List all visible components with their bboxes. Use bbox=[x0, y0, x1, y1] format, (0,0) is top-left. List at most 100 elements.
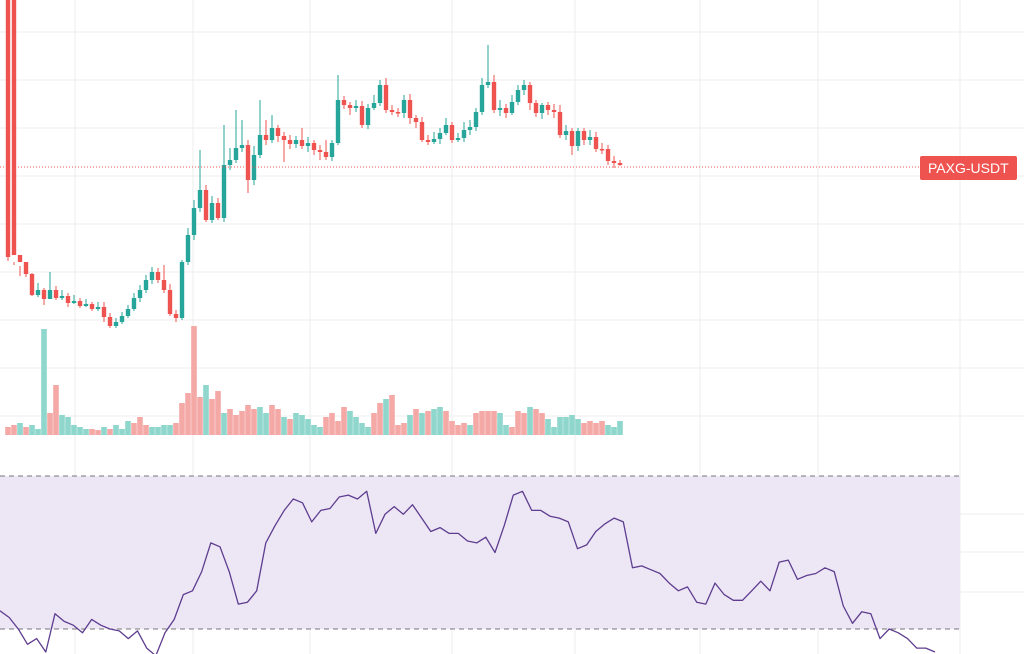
candle bbox=[263, 120, 269, 145]
volume-bar bbox=[395, 425, 401, 435]
candle-body bbox=[299, 140, 305, 146]
candle-body bbox=[113, 322, 119, 326]
candle bbox=[539, 103, 545, 119]
candle bbox=[179, 260, 185, 320]
volume-bar bbox=[311, 425, 317, 435]
candle-body bbox=[41, 290, 47, 299]
volume-bar bbox=[131, 423, 137, 435]
candle bbox=[251, 146, 257, 185]
candle-body bbox=[485, 82, 491, 85]
candle bbox=[569, 128, 575, 155]
volume-bar bbox=[497, 413, 503, 435]
volume-bar bbox=[455, 425, 461, 435]
candle-body bbox=[323, 152, 329, 157]
candle-body bbox=[17, 255, 23, 262]
candle-body bbox=[179, 262, 185, 318]
volume-bar bbox=[35, 429, 41, 435]
candle bbox=[353, 100, 359, 112]
candle bbox=[443, 118, 449, 135]
candle bbox=[323, 140, 329, 160]
candle bbox=[173, 310, 179, 322]
candle bbox=[461, 122, 467, 142]
candle bbox=[287, 135, 293, 149]
candle-body bbox=[11, 0, 17, 255]
candle-body bbox=[83, 304, 89, 306]
volume-bar bbox=[473, 413, 479, 435]
candle bbox=[71, 295, 77, 304]
candle-body bbox=[407, 100, 413, 118]
volume-bar bbox=[59, 415, 65, 435]
candle bbox=[59, 290, 65, 300]
volume-bar bbox=[335, 421, 341, 435]
candle bbox=[161, 265, 167, 293]
candle bbox=[557, 105, 563, 138]
candle-body bbox=[263, 135, 269, 140]
candle-body bbox=[221, 165, 227, 218]
candle-body bbox=[341, 100, 347, 105]
candle bbox=[113, 318, 119, 328]
candle bbox=[149, 267, 155, 284]
candle-body bbox=[425, 140, 431, 142]
candle bbox=[497, 100, 503, 116]
volume-bar bbox=[95, 430, 101, 435]
volume-bar bbox=[65, 417, 71, 435]
candle-body bbox=[29, 274, 35, 295]
candle-body bbox=[575, 131, 581, 146]
candle-body bbox=[335, 100, 341, 143]
candle-body bbox=[281, 136, 287, 140]
candle bbox=[317, 145, 323, 160]
volume-bar bbox=[293, 413, 299, 435]
candle-body bbox=[617, 163, 623, 165]
candle bbox=[29, 273, 35, 296]
candle bbox=[449, 122, 455, 143]
candle-body bbox=[167, 290, 173, 314]
candle bbox=[41, 288, 47, 305]
candle bbox=[551, 104, 557, 118]
volume-bar bbox=[77, 427, 83, 435]
candle-body bbox=[23, 262, 29, 274]
candle bbox=[65, 293, 71, 307]
candle-body bbox=[539, 105, 545, 113]
candle-body bbox=[65, 296, 71, 303]
candle-body bbox=[203, 190, 209, 220]
volume-bar bbox=[215, 391, 221, 435]
candle-body bbox=[125, 309, 131, 316]
candle bbox=[479, 78, 485, 115]
candle-body bbox=[131, 298, 137, 309]
candle bbox=[95, 302, 101, 311]
volume-bar bbox=[401, 423, 407, 435]
candle bbox=[473, 108, 479, 131]
candle-body bbox=[293, 140, 299, 144]
candle-body bbox=[245, 145, 251, 180]
candle bbox=[335, 75, 341, 145]
candle bbox=[605, 145, 611, 165]
candle-body bbox=[317, 150, 323, 152]
candle-body bbox=[455, 138, 461, 140]
candle-body bbox=[431, 139, 437, 142]
candle bbox=[431, 132, 437, 144]
volume-bar bbox=[563, 417, 569, 435]
candle-body bbox=[275, 128, 281, 136]
volume-bar bbox=[371, 413, 377, 435]
candle-body bbox=[389, 110, 395, 112]
volume-bar bbox=[23, 427, 29, 435]
volume-bar bbox=[509, 427, 515, 435]
candle bbox=[293, 136, 299, 148]
candle-body bbox=[101, 307, 107, 317]
candle bbox=[395, 108, 401, 117]
candle bbox=[365, 104, 371, 129]
symbol-price-label: PAXG-USDT bbox=[920, 156, 1017, 180]
volume-bar bbox=[575, 419, 581, 435]
candle bbox=[593, 132, 599, 152]
volume-bar bbox=[269, 405, 275, 435]
candle-body bbox=[347, 105, 353, 108]
volume-bar bbox=[323, 417, 329, 435]
candle-body bbox=[149, 272, 155, 280]
candle bbox=[89, 302, 95, 311]
candle bbox=[197, 150, 203, 212]
volume-bar bbox=[191, 326, 197, 435]
candle bbox=[137, 285, 143, 302]
volume-bar bbox=[29, 425, 35, 435]
volume-bar bbox=[161, 425, 167, 435]
